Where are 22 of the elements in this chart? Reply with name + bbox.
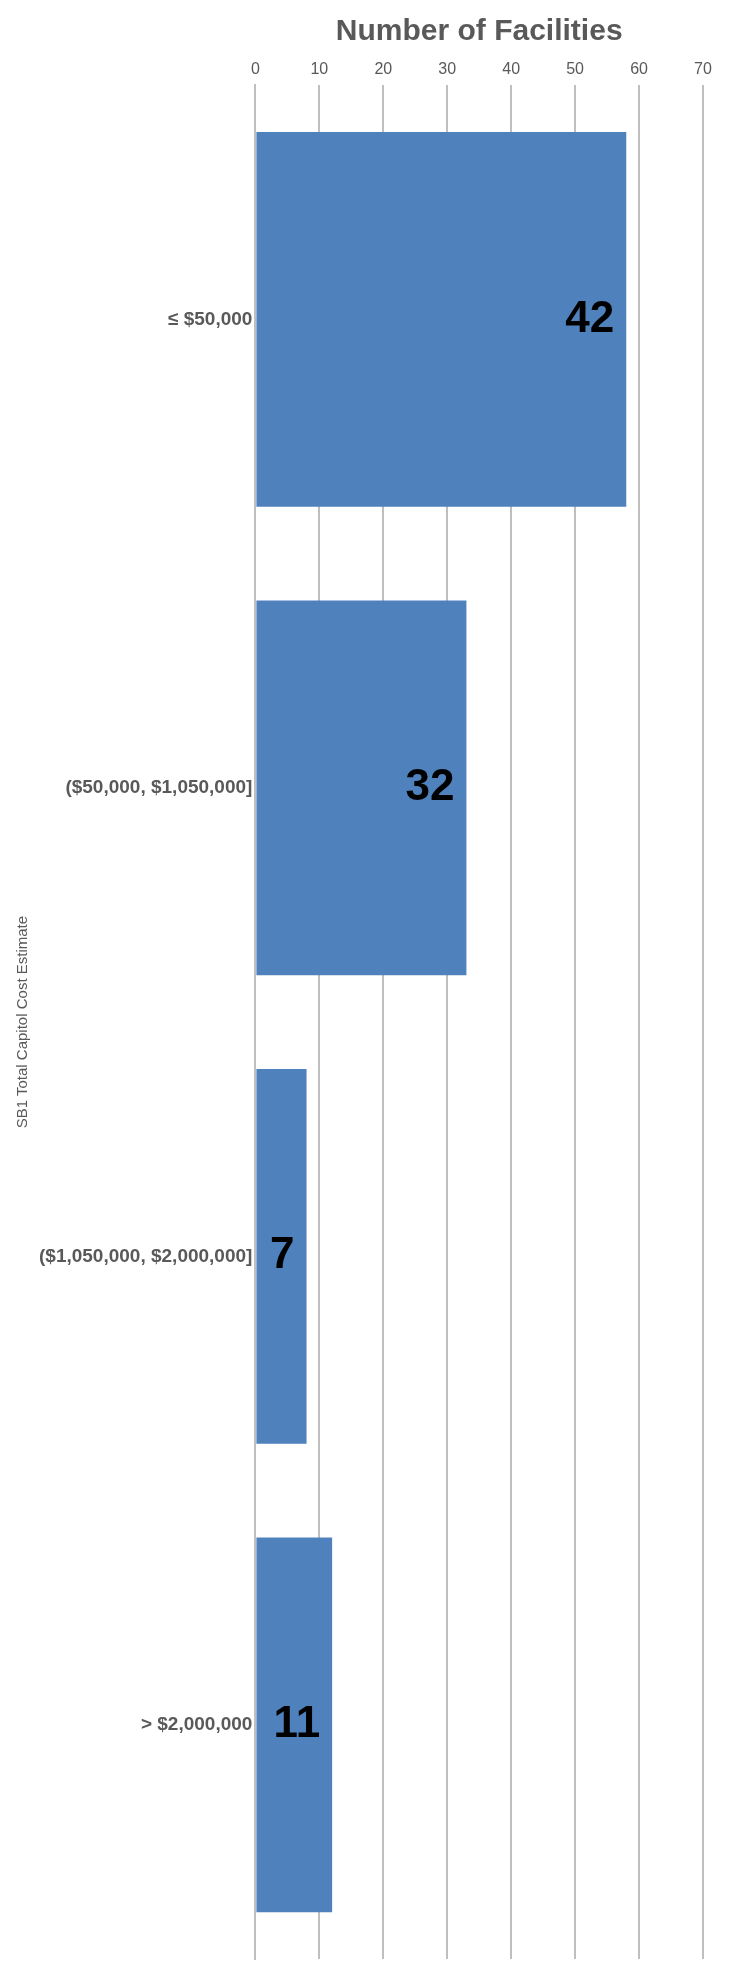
y-tick-label: ≤ $50,000: [168, 307, 253, 329]
bar: [256, 600, 467, 976]
annotation: 42: [565, 291, 615, 341]
x-tick-label: 0: [250, 60, 260, 78]
annotation: 32: [405, 760, 455, 810]
annotation: 11: [273, 1696, 321, 1746]
x-tick-label: 70: [694, 60, 712, 78]
y-tick-label: ($50,000, $1,050,000]: [65, 776, 253, 798]
x-tick-label: 40: [502, 60, 521, 78]
bar: [256, 1068, 307, 1444]
bar: [256, 1537, 333, 1913]
y-tick-label: ($1,050,000, $2,000,000]: [38, 1244, 253, 1266]
y-axis-title: SB1 Total Capitol Cost Estimate: [13, 915, 31, 1129]
x-tick-label: 10: [310, 60, 329, 78]
x-tick-label: 20: [374, 60, 393, 78]
x-tick-label: 30: [438, 60, 457, 78]
y-tick-label: > $2,000,000: [140, 1713, 253, 1735]
annotation: 7: [270, 1228, 295, 1278]
x-tick-label: 60: [630, 60, 649, 78]
x-tick-label: 50: [566, 60, 585, 78]
x-axis-title: Number of Facilities: [335, 13, 623, 47]
bar: [256, 132, 627, 507]
